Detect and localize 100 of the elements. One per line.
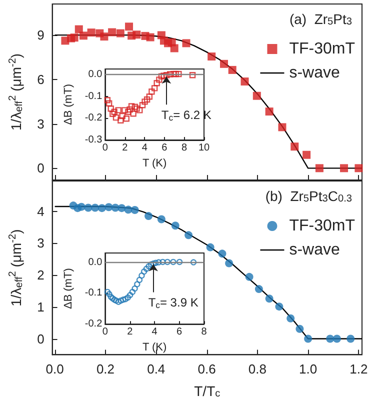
point bbox=[132, 104, 138, 110]
point bbox=[70, 34, 78, 42]
y-axis-title: ΔB (mT) bbox=[62, 268, 74, 310]
point bbox=[110, 110, 116, 117]
point bbox=[157, 215, 166, 224]
point bbox=[220, 60, 228, 68]
legend-label: TF-30mT bbox=[289, 218, 356, 234]
y-tick-label: -0.2 bbox=[84, 112, 103, 124]
point bbox=[148, 88, 155, 95]
point bbox=[144, 96, 150, 103]
x-tick-label: 8 bbox=[201, 326, 208, 338]
y-tick-label: 9 bbox=[37, 28, 44, 43]
legend-label: s-wave bbox=[289, 242, 340, 258]
point bbox=[176, 70, 182, 78]
y-tick-label: 6 bbox=[37, 72, 44, 87]
point bbox=[176, 258, 183, 266]
point bbox=[87, 28, 96, 37]
point bbox=[190, 259, 197, 266]
x-tick-label: 2 bbox=[122, 142, 128, 154]
y-tick-label: 0.0 bbox=[88, 256, 103, 268]
point bbox=[172, 70, 179, 78]
point bbox=[123, 116, 130, 122]
point bbox=[134, 106, 140, 112]
point bbox=[136, 107, 143, 114]
point bbox=[113, 298, 120, 304]
point bbox=[115, 107, 122, 114]
point bbox=[240, 78, 249, 86]
point bbox=[166, 71, 174, 78]
y-tick-label: 3 bbox=[37, 236, 44, 251]
point bbox=[156, 76, 162, 83]
point bbox=[225, 259, 234, 268]
x-tick-label: 2 bbox=[127, 326, 134, 338]
point bbox=[138, 272, 145, 279]
point bbox=[148, 261, 154, 268]
point bbox=[122, 107, 128, 114]
y-tick-label: 1 bbox=[37, 299, 44, 314]
point bbox=[120, 296, 126, 303]
point bbox=[130, 110, 136, 117]
point bbox=[296, 324, 304, 333]
x-axis-title: T (K) bbox=[142, 342, 167, 354]
x-tick-label: 4 bbox=[142, 142, 148, 154]
point bbox=[146, 94, 153, 100]
point bbox=[132, 30, 141, 39]
point bbox=[252, 92, 261, 100]
point bbox=[151, 85, 158, 92]
point bbox=[108, 28, 116, 36]
point bbox=[346, 334, 355, 343]
point bbox=[125, 22, 134, 31]
y-tick-label: 3 bbox=[37, 116, 44, 132]
point bbox=[146, 263, 152, 270]
point bbox=[108, 294, 114, 300]
point bbox=[136, 276, 143, 283]
y-tick-label: 0.0 bbox=[88, 69, 103, 80]
x-tick-label: 1.0 bbox=[299, 362, 318, 377]
point bbox=[170, 44, 178, 52]
point bbox=[265, 108, 274, 116]
point bbox=[132, 285, 138, 292]
y-tick-label: 4 bbox=[37, 204, 44, 219]
y-tick-label: 0 bbox=[37, 160, 44, 176]
point bbox=[315, 164, 324, 172]
point bbox=[91, 204, 100, 212]
point bbox=[142, 98, 148, 105]
point bbox=[326, 334, 334, 343]
point bbox=[112, 114, 120, 121]
x-tick-label: 6 bbox=[162, 142, 168, 154]
point bbox=[164, 258, 171, 266]
y-axis-title: 1/λeff2 (μm-2) bbox=[8, 229, 25, 306]
point bbox=[158, 73, 165, 80]
point bbox=[304, 334, 312, 343]
point bbox=[302, 150, 311, 159]
point bbox=[275, 302, 284, 311]
point bbox=[265, 294, 274, 303]
point bbox=[340, 164, 348, 172]
point bbox=[104, 288, 111, 296]
point bbox=[79, 32, 88, 40]
point bbox=[139, 102, 146, 108]
point bbox=[160, 72, 167, 79]
point bbox=[143, 266, 150, 272]
point bbox=[332, 334, 341, 343]
legend-label: TF-30mT bbox=[289, 40, 356, 58]
x-tick-label: 0.2 bbox=[96, 362, 115, 377]
point bbox=[146, 33, 154, 42]
point bbox=[126, 106, 133, 113]
point bbox=[245, 272, 254, 281]
point bbox=[160, 258, 166, 266]
x-tick-label: 0.6 bbox=[198, 362, 216, 377]
point bbox=[106, 291, 112, 298]
point bbox=[206, 243, 214, 252]
x-tick-label: 8 bbox=[181, 142, 188, 154]
x-tick-label: 1.2 bbox=[350, 362, 368, 377]
point bbox=[118, 204, 126, 212]
point bbox=[228, 66, 236, 74]
y-tick-label: -0.2 bbox=[84, 318, 103, 330]
point bbox=[100, 32, 108, 41]
point bbox=[254, 285, 263, 294]
point bbox=[111, 108, 118, 116]
point bbox=[118, 117, 124, 124]
point bbox=[77, 202, 86, 211]
x-tick-label: 4 bbox=[152, 326, 158, 338]
point bbox=[106, 100, 112, 107]
